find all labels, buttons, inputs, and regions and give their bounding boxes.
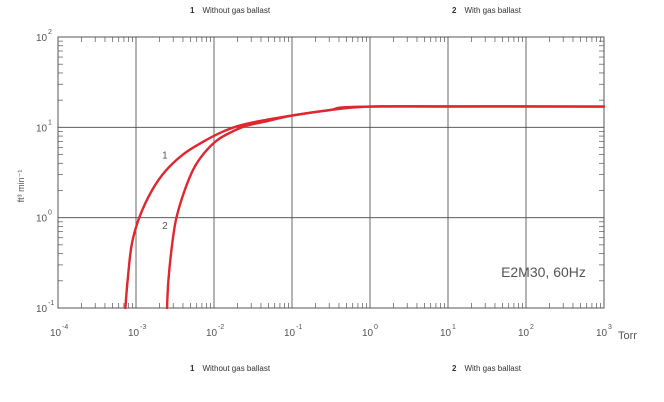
x-tick-label: 10 [206,328,218,339]
x-tick-exponent: 1 [452,324,456,331]
legend-item-without-gas-ballast: 1 Without gas ballast [190,6,270,15]
plot-frame [57,36,605,309]
series-line-2 [165,105,606,310]
legend-number: 1 [190,364,195,373]
chart-annotation: E2M30, 60Hz [501,264,586,280]
y-tick-label: 10 [36,33,48,44]
x-tick-label: 10 [50,328,62,339]
x-tick-exponent: -3 [140,324,146,331]
x-tick-label: 10 [518,328,530,339]
legend-number: 1 [190,6,195,15]
x-tick-label: 10 [128,328,140,339]
x-tick-label: 10 [440,328,452,339]
y-tick-exponent: 2 [48,29,52,36]
legend-label: With gas ballast [464,364,521,373]
x-tick-exponent: -1 [296,324,302,331]
x-tick-label: 10 [596,328,608,339]
legend-label: Without gas ballast [202,6,271,15]
y-axis-label: ft³ min⁻¹ [16,170,26,203]
x-tick-exponent: -4 [62,324,68,331]
x-tick-label: 10 [284,328,296,339]
legend-item-with-gas-ballast: 2 With gas ballast [452,6,521,15]
legend-item-with-gas-ballast: 2 With gas ballast [452,364,521,373]
y-tick-label: 10 [36,123,48,134]
y-tick-exponent: 1 [48,119,52,126]
x-tick-exponent: -2 [218,324,224,331]
series-label-1: 1 [162,151,168,162]
x-axis-unit: Torr [618,330,637,342]
x-tick-label: 10 [362,328,374,339]
y-tick-label: 10 [36,304,48,315]
y-tick-exponent: -1 [48,300,54,307]
legend-number: 2 [452,6,457,15]
legend-bottom: 1 Without gas ballast 2 With gas ballast [0,364,664,378]
legend-label: With gas ballast [464,6,521,15]
legend-item-without-gas-ballast: 1 Without gas ballast [190,364,270,373]
y-tick-label: 10 [36,214,48,225]
series-label-2: 2 [162,221,168,232]
y-tick-exponent: 0 [48,210,52,217]
x-tick-exponent: 3 [608,324,612,331]
legend-label: Without gas ballast [202,364,271,373]
legend-top: 1 Without gas ballast 2 With gas ballast [0,6,664,20]
x-tick-exponent: 2 [530,324,534,331]
x-tick-exponent: 0 [374,324,378,331]
legend-number: 2 [452,364,457,373]
